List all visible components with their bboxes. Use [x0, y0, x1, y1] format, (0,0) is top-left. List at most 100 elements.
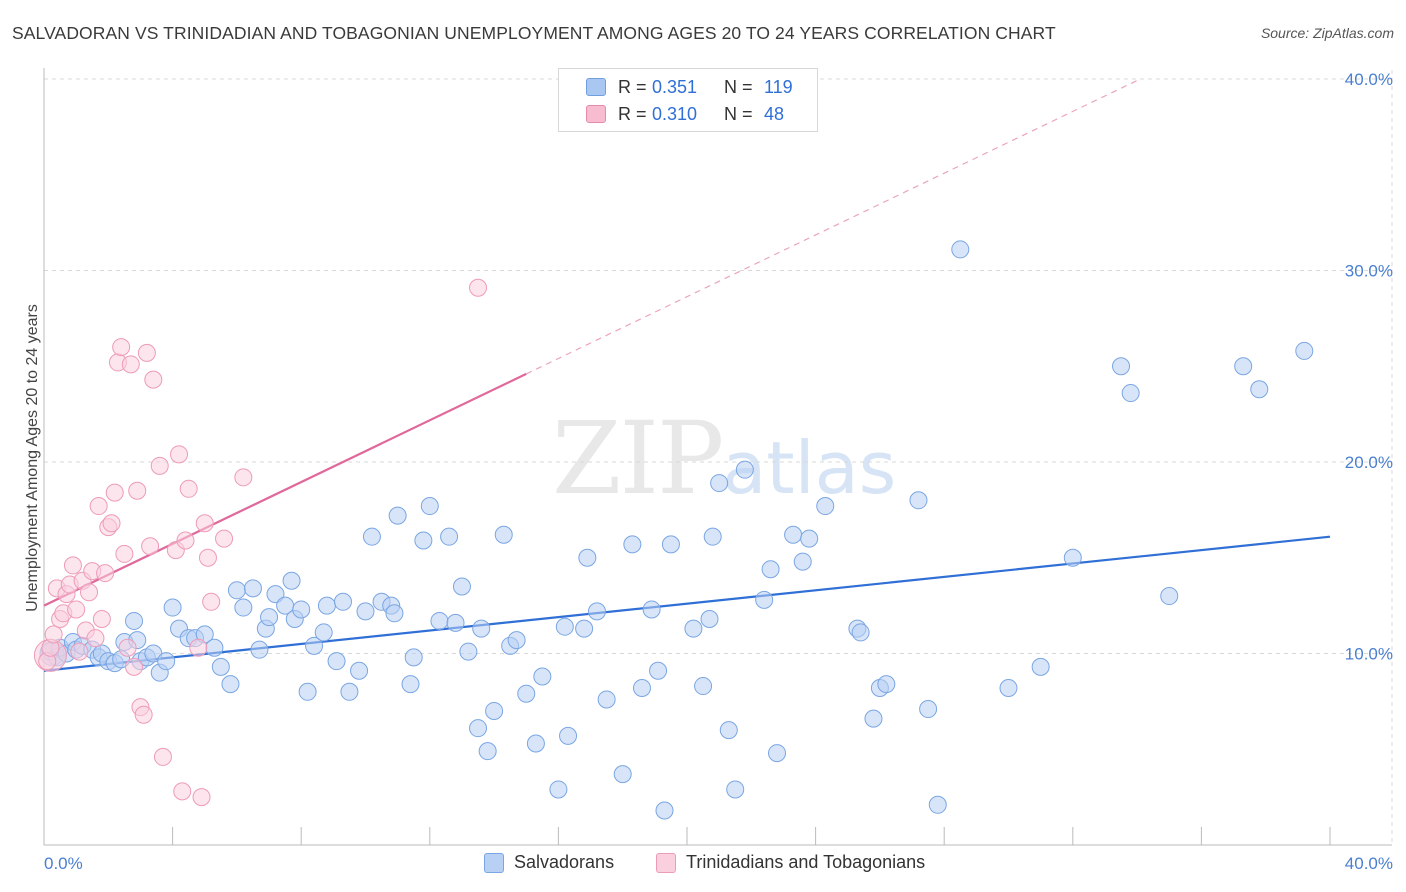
watermark: ZIPatlas: [552, 400, 896, 517]
data-point: [44, 625, 63, 644]
data-point: [189, 638, 208, 657]
data-point: [613, 765, 632, 784]
legend-r-label: R =: [618, 76, 647, 97]
y-tick-label: 20.0%: [1345, 453, 1393, 472]
data-point: [221, 675, 240, 694]
data-point: [250, 640, 269, 659]
data-point: [404, 648, 423, 667]
data-point: [128, 481, 147, 500]
data-point: [115, 544, 134, 563]
legend-n-label: N =: [724, 103, 753, 124]
data-point: [385, 604, 404, 623]
x-tick-label: 40.0%: [1345, 854, 1393, 873]
data-point: [266, 585, 285, 604]
data-point: [350, 661, 369, 680]
data-point: [469, 278, 488, 297]
data-point: [80, 583, 99, 602]
data-point: [192, 788, 211, 807]
data-point: [784, 525, 803, 544]
axes: [43, 68, 1392, 846]
data-point: [951, 240, 970, 259]
data-point: [1121, 384, 1140, 403]
data-point: [661, 535, 680, 554]
data-point: [227, 581, 246, 600]
legend-label-trinidadians: Trinidadians and Tobagonians: [686, 852, 926, 872]
data-point: [623, 535, 642, 554]
data-point: [401, 675, 420, 694]
data-point: [478, 742, 497, 761]
data-point: [292, 600, 311, 619]
data-point: [575, 619, 594, 638]
data-point: [999, 678, 1018, 697]
data-point: [446, 613, 465, 632]
data-point: [1295, 341, 1314, 360]
data-point: [517, 684, 536, 703]
legend-n-value: 48: [764, 103, 785, 124]
data-point: [632, 678, 651, 697]
data-point: [909, 491, 928, 510]
legend-n-value: 119: [764, 76, 793, 97]
data-point: [700, 610, 719, 629]
data-point: [816, 497, 835, 516]
data-point: [851, 623, 870, 642]
data-point: [703, 527, 722, 546]
data-point: [1112, 357, 1131, 376]
legend-item-trinidadians: Trinidadians and Tobagonians: [656, 852, 925, 873]
data-point: [710, 474, 729, 493]
data-point: [800, 529, 819, 548]
data-point: [793, 552, 812, 571]
data-point: [1031, 657, 1050, 676]
y-tick-label: 40.0%: [1345, 70, 1393, 89]
data-point: [549, 780, 568, 799]
legend-swatch-trinidadians: [656, 852, 676, 873]
salvadorans-points: [39, 240, 1314, 820]
data-point: [642, 600, 661, 619]
data-point: [176, 531, 195, 550]
legend-swatch-pink: [586, 105, 606, 123]
y-tick-label: 30.0%: [1345, 262, 1393, 281]
trend-line-trinidadians-extension: [525, 78, 1141, 375]
data-point: [327, 652, 346, 671]
data-point: [134, 705, 153, 724]
chart-title: SALVADORAN VS TRINIDADIAN AND TOBAGONIAN…: [12, 23, 1056, 43]
data-point: [105, 483, 124, 502]
data-point: [420, 497, 439, 516]
data-point: [163, 598, 182, 617]
data-point: [459, 642, 478, 661]
data-point: [768, 744, 787, 763]
data-point: [928, 795, 947, 814]
data-point: [89, 497, 108, 516]
data-point: [356, 602, 375, 621]
y-tick-label: 10.0%: [1345, 645, 1393, 664]
legend-r-value: 0.310: [652, 103, 698, 124]
data-point: [362, 527, 381, 546]
legend-row-trinidadians: R = 0.310 N = 48: [559, 101, 784, 127]
data-point: [649, 661, 668, 680]
legend-swatch-blue: [586, 78, 606, 96]
watermark-zip: ZIP: [552, 400, 724, 517]
data-point: [305, 636, 324, 655]
data-point: [1063, 548, 1082, 567]
legend-item-salvadorans: Salvadorans: [484, 852, 614, 873]
data-point: [469, 719, 488, 738]
data-point: [112, 338, 131, 357]
data-point: [333, 592, 352, 611]
data-point: [179, 479, 198, 498]
data-point: [260, 608, 279, 627]
data-point: [144, 370, 163, 389]
data-point: [414, 531, 433, 550]
data-point: [1234, 357, 1253, 376]
legend-swatch-salvadorans: [484, 852, 504, 873]
source-label: Source: ZipAtlas.com: [1260, 25, 1394, 41]
legend-r-label: R =: [618, 103, 647, 124]
data-point: [864, 709, 883, 728]
data-point: [121, 355, 140, 374]
data-point: [141, 537, 160, 556]
legend-r-value: 0.351: [652, 76, 698, 97]
data-point: [150, 456, 169, 475]
data-point: [92, 610, 111, 629]
data-point: [170, 445, 189, 464]
data-point: [694, 677, 713, 696]
data-point: [195, 514, 214, 533]
